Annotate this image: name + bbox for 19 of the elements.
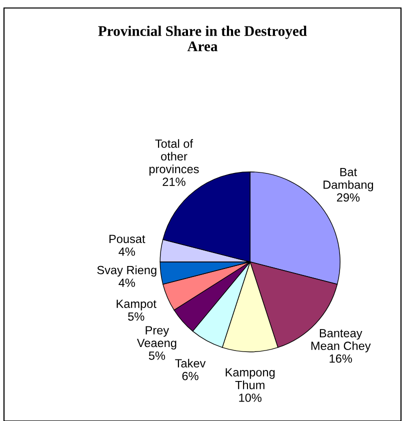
slice-label: Bat Dambang — [324, 168, 374, 192]
slice-label: Total of other provinces — [149, 139, 199, 176]
slice-label: Kampong Thum — [226, 368, 275, 390]
slice-label: Svay Rieng — [97, 266, 156, 277]
data-label: 6% — [182, 372, 198, 380]
slice-label: Pousat — [109, 234, 146, 244]
slice-label: Takev — [175, 358, 206, 368]
data-label: 10% — [239, 394, 262, 402]
slice-label: Banteay Mean Chey — [311, 329, 371, 352]
data-label: 4% — [118, 248, 135, 256]
data-label: 16% — [330, 354, 352, 363]
slice-label: Kampot — [116, 300, 156, 310]
chart-title: Provincial Share in the Destroyed Area — [98, 26, 307, 52]
data-label: 21% — [162, 178, 186, 186]
data-label: 29% — [336, 193, 360, 202]
data-label: 4% — [118, 278, 135, 287]
data-label: 5% — [148, 352, 166, 360]
data-label: 5% — [128, 312, 144, 321]
slice-label: Prey Veaeng — [136, 326, 176, 350]
